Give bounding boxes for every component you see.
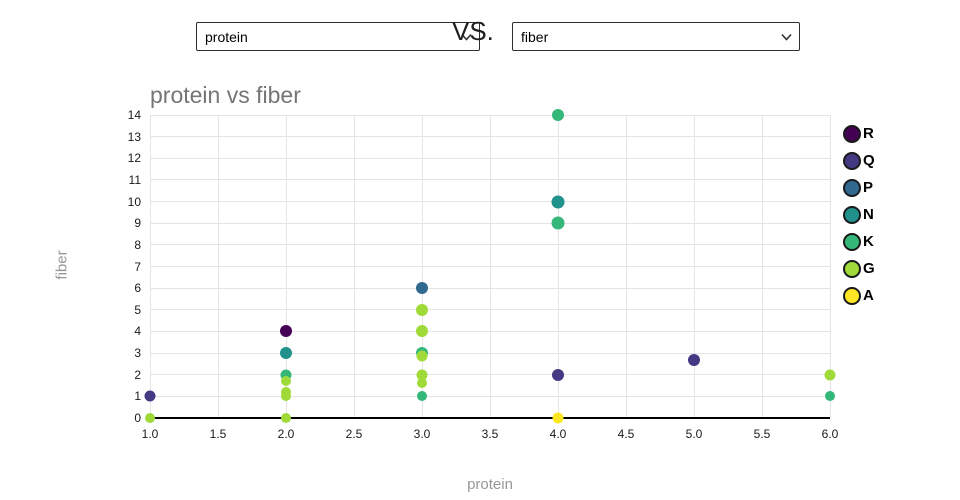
legend-label: R <box>863 125 874 142</box>
y-tick-label: 5 <box>134 302 141 317</box>
y-tick-label: 7 <box>134 259 141 274</box>
x-tick-label: 5.0 <box>685 427 703 441</box>
x-tick-label: 2.5 <box>345 427 363 441</box>
x-tick-label: 4.0 <box>549 427 567 441</box>
x-tick-label: 5.5 <box>753 427 771 441</box>
y-tick-label: 4 <box>134 324 141 339</box>
legend-swatch-icon <box>843 205 861 224</box>
legend-label: G <box>863 260 875 277</box>
scatter-point <box>825 391 835 402</box>
y-tick-label: 2 <box>134 367 141 382</box>
x-gridline <box>149 115 151 418</box>
legend-swatch-icon <box>843 259 861 278</box>
legend-swatch-icon <box>843 232 861 251</box>
x-gridline <box>217 115 219 418</box>
legend-item: G <box>843 255 875 282</box>
y-tick-label: 6 <box>134 281 141 296</box>
x-tick-label: 2.0 <box>277 427 295 441</box>
scatter-point <box>552 412 564 424</box>
x-gridline <box>557 115 559 418</box>
x-variable-select[interactable]: protein <box>196 22 480 51</box>
scatter-point <box>552 109 564 121</box>
legend-item: A <box>843 282 875 309</box>
plot-area: 0 1 2 3 4 5 6 7 8 9 10 11 12 13 14 1.0 1.5 2.0 2.5 3.0 3.5 4.… <box>128 108 839 441</box>
x-gridline <box>625 115 627 418</box>
legend-label: N <box>863 206 874 223</box>
x-tick-label: 3.0 <box>413 427 431 441</box>
y-tick-label: 12 <box>127 151 141 166</box>
scatter-point <box>281 391 291 402</box>
scatter-point <box>416 369 428 381</box>
y-tick-label: 0 <box>134 411 141 425</box>
x-axis-line <box>150 417 830 419</box>
x-gridline <box>353 115 355 418</box>
x-tick-label: 1.0 <box>141 427 159 441</box>
x-tick-label: 4.5 <box>617 427 635 441</box>
scatter-point <box>552 368 564 381</box>
y-tick-label: 9 <box>134 216 141 231</box>
scatter-point <box>280 369 292 381</box>
chart-title: protein vs fiber <box>150 82 301 108</box>
x-axis-label: protein <box>467 476 513 493</box>
vs-label: VS. <box>452 16 494 46</box>
legend-label: Q <box>863 152 875 169</box>
scatter-point <box>688 353 700 366</box>
scatter-point <box>417 391 427 402</box>
scatter-point <box>551 195 565 209</box>
y-tick-label: 1 <box>134 389 141 404</box>
scatter-point <box>416 325 428 338</box>
chevron-down-icon <box>781 33 792 40</box>
scatter-point <box>281 376 291 387</box>
scatter-point <box>824 369 836 381</box>
scatter-point <box>416 282 428 295</box>
x-gridline <box>829 115 831 418</box>
chevron-down-icon <box>461 33 472 40</box>
x-gridline <box>693 115 695 418</box>
y-tick-label: 10 <box>127 194 141 209</box>
y-tick-label: 3 <box>134 346 141 361</box>
legend-label: K <box>863 233 874 250</box>
scatter-point <box>145 413 155 423</box>
legend-item: K <box>843 228 875 255</box>
legend-item: P <box>843 174 875 201</box>
x-tick-label: 3.5 <box>481 427 499 441</box>
scatter-point <box>280 325 292 338</box>
scatter-point <box>281 413 291 423</box>
legend-swatch-icon <box>843 286 861 305</box>
y-variable-select-value: fiber <box>521 28 549 45</box>
y-tick-label: 13 <box>127 129 141 144</box>
legend-item: Q <box>843 147 875 174</box>
legend-swatch-icon <box>843 124 861 143</box>
scatter-point <box>551 216 565 230</box>
x-gridline <box>761 115 763 418</box>
x-tick-label: 1.5 <box>209 427 227 441</box>
y-tick-label: 8 <box>134 237 141 252</box>
scatter-point <box>416 350 428 362</box>
legend-item: R <box>843 120 875 147</box>
y-axis-label: fiber <box>53 250 71 280</box>
y-tick-label: 11 <box>128 172 141 187</box>
x-tick-label: 6.0 <box>821 427 839 441</box>
y-variable-select[interactable]: fiber <box>512 22 800 51</box>
x-gridline <box>285 115 287 418</box>
legend-item: N <box>843 201 875 228</box>
legend-label: A <box>863 287 874 304</box>
scatter-point <box>417 378 427 389</box>
scatter-point <box>416 303 428 316</box>
scatter-point <box>280 347 292 360</box>
y-tick-label: 14 <box>127 108 141 122</box>
legend-swatch-icon <box>843 178 861 197</box>
legend-label: P <box>863 179 874 196</box>
scatter-point <box>144 390 156 402</box>
x-variable-select-value: protein <box>205 28 248 45</box>
x-gridline <box>421 115 423 418</box>
x-gridline <box>489 115 491 418</box>
legend-swatch-icon <box>843 151 861 170</box>
